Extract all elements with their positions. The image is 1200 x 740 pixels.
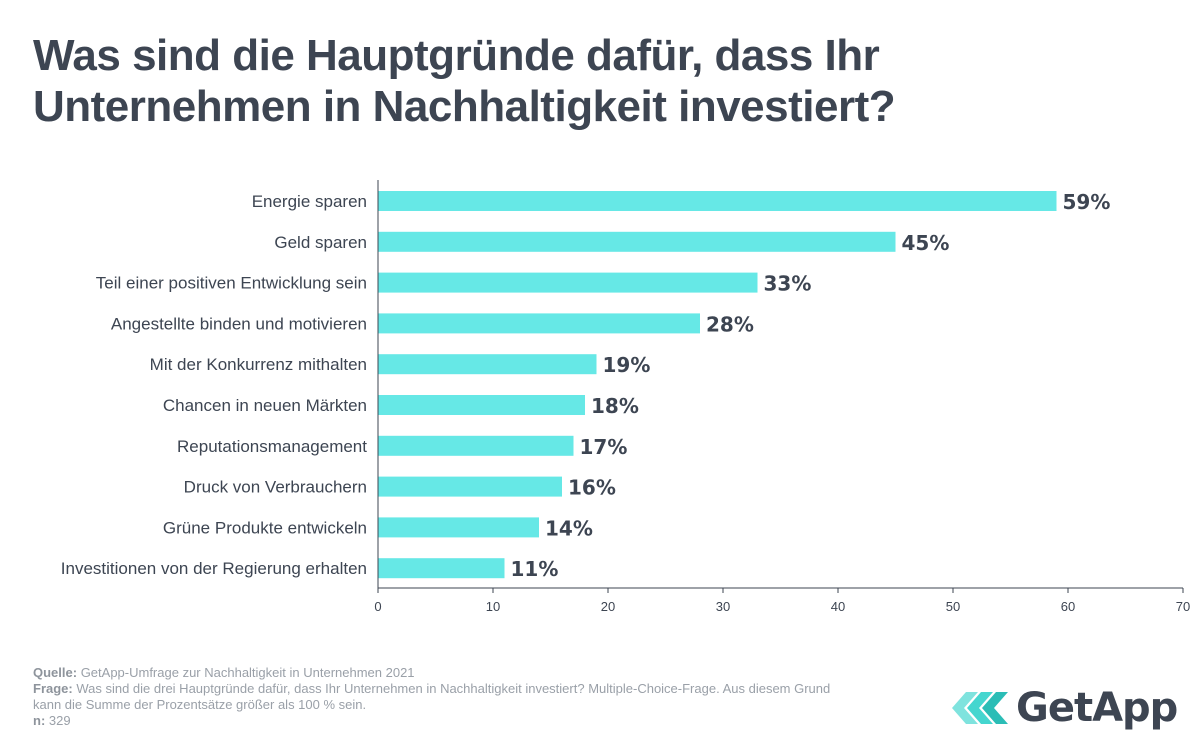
- x-tick-label-10: 10: [486, 599, 500, 614]
- category-label-1: Energie sparen: [252, 192, 367, 211]
- category-label-6: Chancen in neuen Märkten: [163, 396, 367, 415]
- bar-6: [378, 395, 585, 415]
- category-label-5: Mit der Konkurrenz mithalten: [150, 355, 367, 374]
- value-label-5: 19%: [603, 353, 651, 377]
- x-tick-label-20: 20: [601, 599, 615, 614]
- bar-7: [378, 435, 574, 456]
- getapp-chevrons-icon: [952, 692, 1008, 724]
- title-line-2: Unternehmen in Nachhaltigkeit investiert…: [33, 82, 896, 131]
- category-label-2: Geld sparen: [274, 233, 367, 252]
- x-tick-label-50: 50: [946, 599, 960, 614]
- x-tick-label-40: 40: [831, 599, 845, 614]
- bar-chart: Energie sparen 59% Geld sparen 45% Teil eine…: [61, 180, 1190, 614]
- category-label-9: Grüne Produkte entwickeln: [163, 518, 367, 537]
- value-label-7: 17%: [580, 435, 628, 459]
- bar-3: [378, 272, 758, 293]
- bar-8: [378, 476, 562, 497]
- value-label-3: 33%: [764, 272, 812, 296]
- question-note: Frage: Was sind die drei Hauptgründe daf…: [33, 681, 831, 712]
- value-label-10: 11%: [511, 557, 559, 581]
- x-tick-label-60: 60: [1061, 599, 1075, 614]
- getapp-logo: GetApp: [952, 685, 1178, 731]
- value-label-6: 18%: [591, 394, 639, 418]
- x-tick-label-30: 30: [716, 599, 730, 614]
- footer-notes: Quelle: GetApp-Umfrage zur Nachhaltigkei…: [33, 665, 853, 729]
- chart-title: Was sind die Hauptgründe dafür, dass Ihr…: [33, 30, 1173, 132]
- category-label-4: Angestellte binden und motivieren: [111, 314, 367, 333]
- value-label-1: 59%: [1063, 190, 1111, 214]
- bar-5: [378, 354, 597, 375]
- category-label-10: Investitionen von der Regierung erhalten: [61, 559, 367, 578]
- value-label-2: 45%: [902, 231, 950, 255]
- bar-4: [378, 313, 700, 334]
- category-label-3: Teil einer positiven Entwicklung sein: [96, 274, 367, 293]
- source-note: Quelle: GetApp-Umfrage zur Nachhaltigkei…: [33, 665, 415, 680]
- sample-size-note: n: 329: [33, 713, 71, 728]
- value-label-8: 16%: [568, 476, 616, 500]
- getapp-logo-text: GetApp: [1016, 685, 1178, 731]
- category-label-7: Reputationsmanagement: [177, 437, 367, 456]
- x-tick-label-70: 70: [1176, 599, 1190, 614]
- bar-10: [378, 558, 505, 579]
- title-line-1: Was sind die Hauptgründe dafür, dass Ihr: [33, 31, 880, 80]
- bar-9: [378, 517, 539, 538]
- x-tick-label-0: 0: [374, 599, 381, 614]
- bar-2: [378, 231, 896, 252]
- category-label-8: Druck von Verbrauchern: [184, 478, 367, 497]
- value-label-9: 14%: [545, 516, 593, 540]
- value-label-4: 28%: [706, 312, 754, 336]
- bar-1: [378, 191, 1057, 211]
